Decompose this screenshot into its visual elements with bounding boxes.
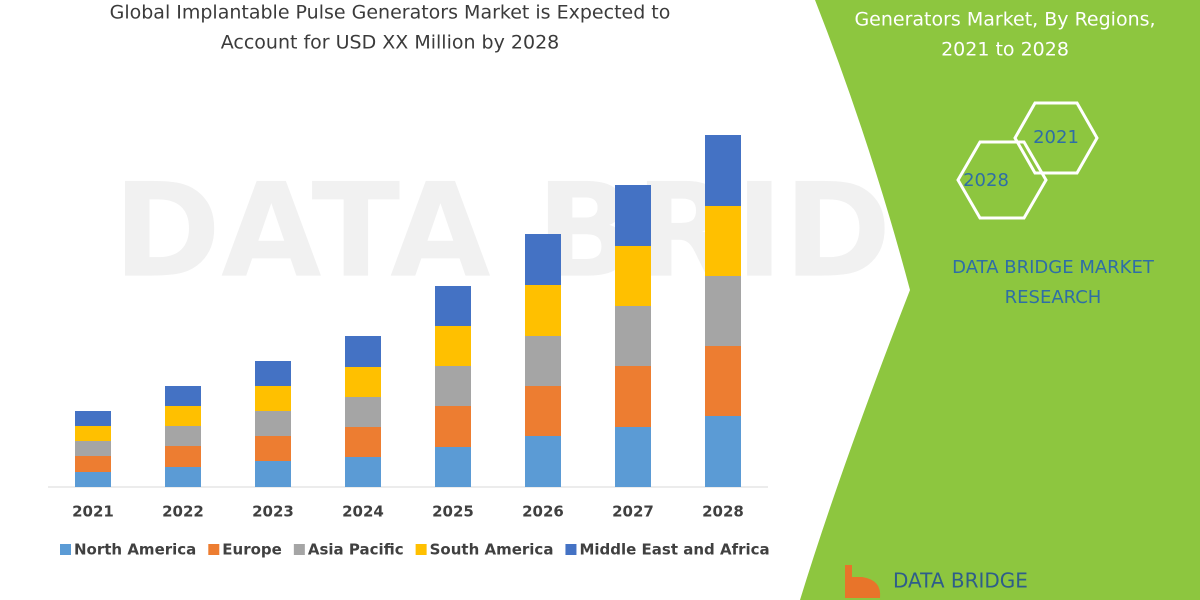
bar-segment <box>435 406 471 447</box>
bar-segment <box>165 426 201 446</box>
bar-segment <box>615 306 651 366</box>
bar-segment <box>165 406 201 426</box>
chart-title-line: Global Implantable Pulse Generators Mark… <box>110 2 671 24</box>
bar-segment <box>165 467 201 487</box>
bar-segment <box>615 185 651 246</box>
panel-title-line: Generators Market, By Regions, <box>854 9 1155 31</box>
logo-mark <box>845 565 881 598</box>
bar-segment <box>525 336 561 386</box>
bar-segment <box>615 427 651 487</box>
legend-label: Asia Pacific <box>308 541 404 559</box>
legend-swatch <box>60 544 71 555</box>
x-tick-label: 2022 <box>162 503 204 521</box>
legend-label: North America <box>74 541 196 559</box>
bar-segment <box>345 457 381 487</box>
x-tick-label: 2023 <box>252 503 294 521</box>
x-tick-label: 2025 <box>432 503 474 521</box>
bar-segment <box>255 361 291 386</box>
bar-segment <box>255 386 291 411</box>
bar-segment <box>345 397 381 427</box>
bar-segment <box>435 326 471 366</box>
bar-segment <box>75 441 111 456</box>
hexagon <box>956 140 1048 220</box>
legend-swatch <box>565 544 577 555</box>
legend-label: South America <box>430 541 554 559</box>
bar-segment <box>165 446 201 467</box>
bar-segment <box>615 246 651 306</box>
bar-segment <box>75 472 111 487</box>
bar-segment <box>255 436 291 461</box>
bar-segment <box>525 285 561 336</box>
hexagon <box>1013 101 1099 175</box>
bar-segment <box>525 436 561 487</box>
bar-segment <box>165 386 201 406</box>
x-tick-label: 2021 <box>72 503 114 521</box>
legend-swatch <box>208 544 220 555</box>
legend-swatch <box>293 544 305 555</box>
bar-segment <box>345 367 381 397</box>
bar-segment <box>705 276 741 346</box>
bar-segment <box>345 336 381 367</box>
bar-segment <box>435 447 471 487</box>
hexagon-label: 2028 <box>963 170 1009 191</box>
x-tick-label: 2027 <box>612 503 654 521</box>
panel-title-line: 2021 to 2028 <box>941 39 1069 61</box>
bar-segment <box>705 206 741 276</box>
bar-segment <box>705 135 741 206</box>
logo-text: DATA BRIDGE <box>893 569 1028 593</box>
hexagon-label: 2021 <box>1033 127 1079 148</box>
brand-line: RESEARCH <box>1005 287 1102 308</box>
bar-segment <box>435 286 471 326</box>
bar-segment <box>705 416 741 487</box>
bar-segment <box>255 411 291 436</box>
x-tick-label: 2028 <box>702 503 744 521</box>
bar-segment <box>255 461 291 487</box>
legend-swatch <box>415 544 427 555</box>
bar-segment <box>75 426 111 441</box>
bar-segment <box>525 234 561 285</box>
bar-segment <box>75 456 111 472</box>
bar-segment <box>705 346 741 416</box>
legend-label: Europe <box>222 541 282 559</box>
bar-segment <box>75 411 111 426</box>
x-tick-label: 2026 <box>522 503 564 521</box>
bar-segment <box>435 366 471 406</box>
bar-segment <box>345 427 381 457</box>
x-tick-label: 2024 <box>342 503 384 521</box>
brand-line: DATA BRIDGE MARKET <box>952 257 1155 278</box>
bar-segment <box>525 386 561 436</box>
bar-segment <box>615 366 651 427</box>
chart-title-line: Account for USD XX Million by 2028 <box>221 32 560 54</box>
legend-label: Middle East and Africa <box>579 541 769 559</box>
side-panel-bg <box>800 0 1200 600</box>
